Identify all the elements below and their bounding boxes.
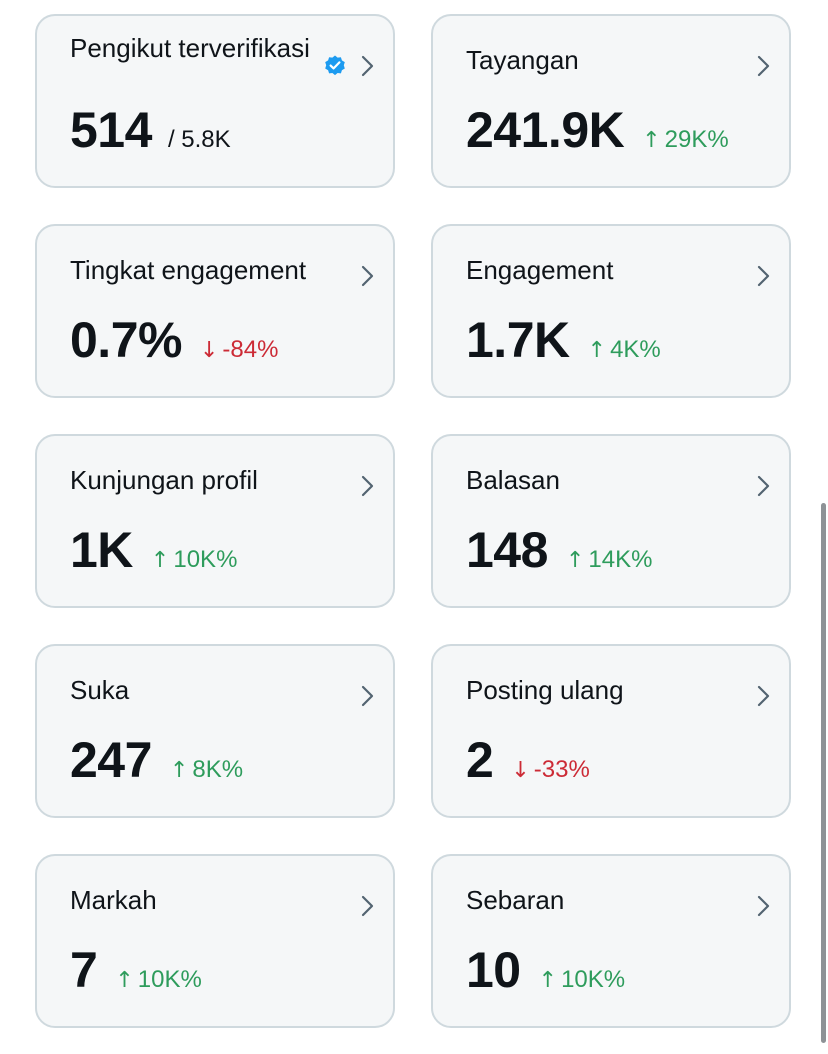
card-suka[interactable]: Suka 247 ↑ 8K%	[35, 644, 395, 818]
chevron-right-icon	[355, 474, 379, 498]
card-title: Tingkat engagement	[70, 255, 307, 285]
metric-delta: ↓ -33%	[511, 756, 590, 783]
metric-delta: ↑ 29K%	[642, 126, 729, 153]
card-sebaran[interactable]: Sebaran 10 ↑ 10K%	[431, 854, 791, 1028]
arrow-up-icon: ↑	[587, 338, 607, 363]
card-title: Suka	[70, 675, 130, 705]
metric-value: 7	[70, 942, 98, 998]
chevron-right-icon	[751, 684, 775, 708]
arrow-up-icon: ↑	[538, 968, 558, 993]
card-title: Balasan	[466, 465, 560, 495]
card-engagement[interactable]: Engagement 1.7K ↑ 4K%	[431, 224, 791, 398]
chevron-right-icon	[751, 54, 775, 78]
arrow-up-icon: ↑	[565, 548, 585, 573]
metric-delta: ↑ 4K%	[587, 336, 661, 363]
card-markah[interactable]: Markah 7 ↑ 10K%	[35, 854, 395, 1028]
card-title: Sebaran	[466, 885, 565, 915]
card-title: Markah	[70, 885, 157, 915]
arrow-up-icon: ↑	[115, 968, 134, 993]
metric-value: 247	[70, 732, 152, 788]
metric-value: 148	[466, 522, 548, 578]
metric-value: 10	[466, 942, 521, 998]
verified-badge-icon	[323, 54, 347, 78]
metric-value: 1.7K	[466, 312, 570, 368]
chevron-right-icon	[355, 264, 379, 288]
card-tingkat-engagement[interactable]: Tingkat engagement 0.7% ↓ -84%	[35, 224, 395, 398]
arrow-up-icon: ↑	[150, 548, 170, 573]
metric-delta: ↑ 10K%	[115, 966, 202, 993]
card-kunjungan-profil[interactable]: Kunjungan profil 1K ↑ 10K%	[35, 434, 395, 608]
chevron-right-icon	[355, 684, 379, 708]
metric-value: 1K	[70, 522, 133, 578]
scrollbar[interactable]	[821, 503, 826, 1043]
chevron-right-icon	[751, 264, 775, 288]
metric-delta: ↑ 10K%	[150, 546, 238, 573]
card-title: Kunjungan profil	[70, 465, 258, 495]
card-posting-ulang[interactable]: Posting ulang 2 ↓ -33%	[431, 644, 791, 818]
chevron-right-icon	[355, 54, 379, 78]
metric-value: 241.9K	[466, 102, 625, 158]
arrow-down-icon: ↓	[511, 758, 530, 783]
metric-value: 2	[466, 732, 494, 788]
arrow-down-icon: ↓	[199, 338, 219, 363]
card-tayangan[interactable]: Tayangan 241.9K ↑ 29K%	[431, 14, 791, 188]
metric-delta: ↑ 10K%	[538, 966, 626, 993]
card-pengikut-terverifikasi[interactable]: Pengikut terverifikasi 514 / 5.8K	[35, 14, 395, 188]
metric-value: 0.7%	[70, 312, 182, 368]
card-title: Posting ulang	[466, 675, 624, 705]
chevron-right-icon	[751, 474, 775, 498]
metric-value: 514	[70, 102, 152, 158]
arrow-up-icon: ↑	[642, 128, 661, 153]
metric-delta: ↑ 8K%	[169, 756, 244, 783]
chevron-right-icon	[751, 894, 775, 918]
metric-delta: ↓ -84%	[199, 336, 279, 363]
card-balasan[interactable]: Balasan 148 ↑ 14K%	[431, 434, 791, 608]
card-title: Tayangan	[466, 45, 579, 75]
chevron-right-icon	[355, 894, 379, 918]
arrow-up-icon: ↑	[169, 758, 189, 783]
card-title: Engagement	[466, 255, 614, 285]
metric-total: / 5.8K	[167, 126, 231, 153]
metric-delta: ↑ 14K%	[565, 546, 653, 573]
card-title: Pengikut terverifikasi	[70, 33, 310, 63]
